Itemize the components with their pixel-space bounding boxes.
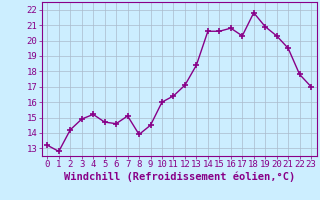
X-axis label: Windchill (Refroidissement éolien,°C): Windchill (Refroidissement éolien,°C) bbox=[64, 172, 295, 182]
